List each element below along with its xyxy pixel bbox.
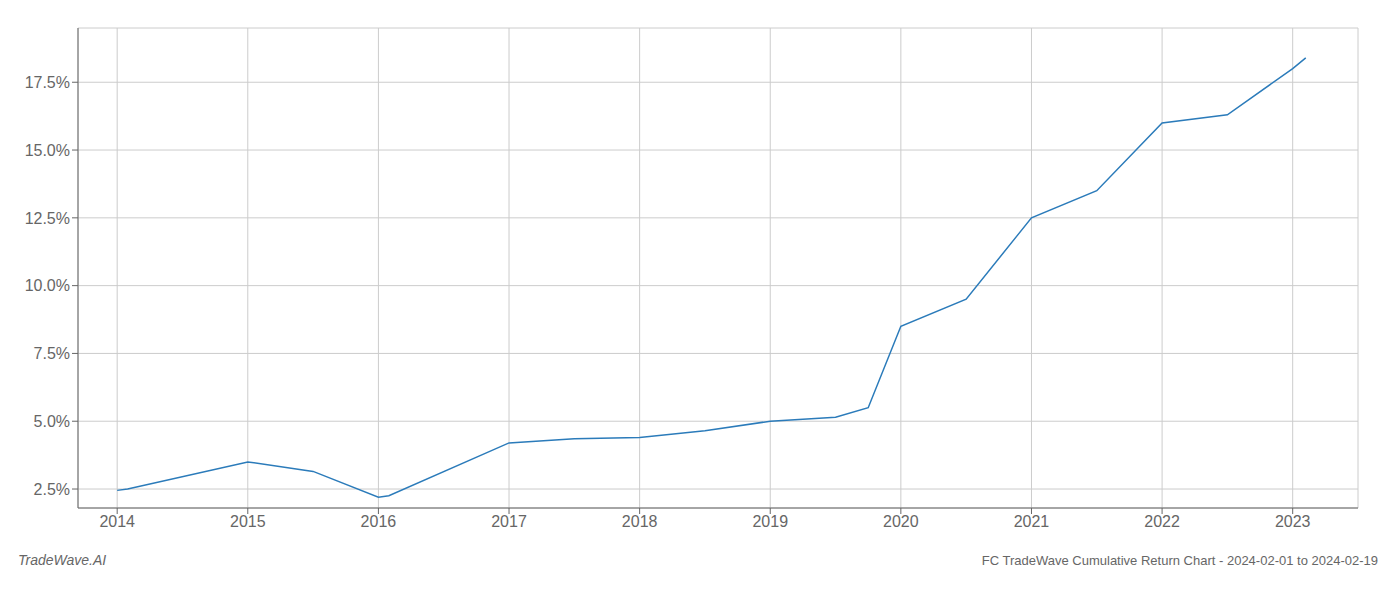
svg-text:10.0%: 10.0% [25,277,70,294]
svg-text:2019: 2019 [752,513,788,530]
svg-text:2016: 2016 [361,513,397,530]
svg-text:2022: 2022 [1144,513,1180,530]
svg-text:2018: 2018 [622,513,658,530]
svg-text:2023: 2023 [1275,513,1311,530]
svg-text:2021: 2021 [1014,513,1050,530]
svg-text:12.5%: 12.5% [25,210,70,227]
svg-text:17.5%: 17.5% [25,74,70,91]
svg-text:2015: 2015 [230,513,266,530]
html-text:FC TradeWave Cumulative Return: FC TradeWave Cumulative Return Chart - 2… [981,553,1378,568]
svg-text:2017: 2017 [491,513,527,530]
html-text:TradeWave.AI: TradeWave.AI [18,552,107,568]
svg-text:2014: 2014 [99,513,135,530]
svg-text:5.0%: 5.0% [34,413,70,430]
svg-text:7.5%: 7.5% [34,345,70,362]
svg-text:2020: 2020 [883,513,919,530]
svg-text:15.0%: 15.0% [25,142,70,159]
svg-text:2.5%: 2.5% [34,481,70,498]
